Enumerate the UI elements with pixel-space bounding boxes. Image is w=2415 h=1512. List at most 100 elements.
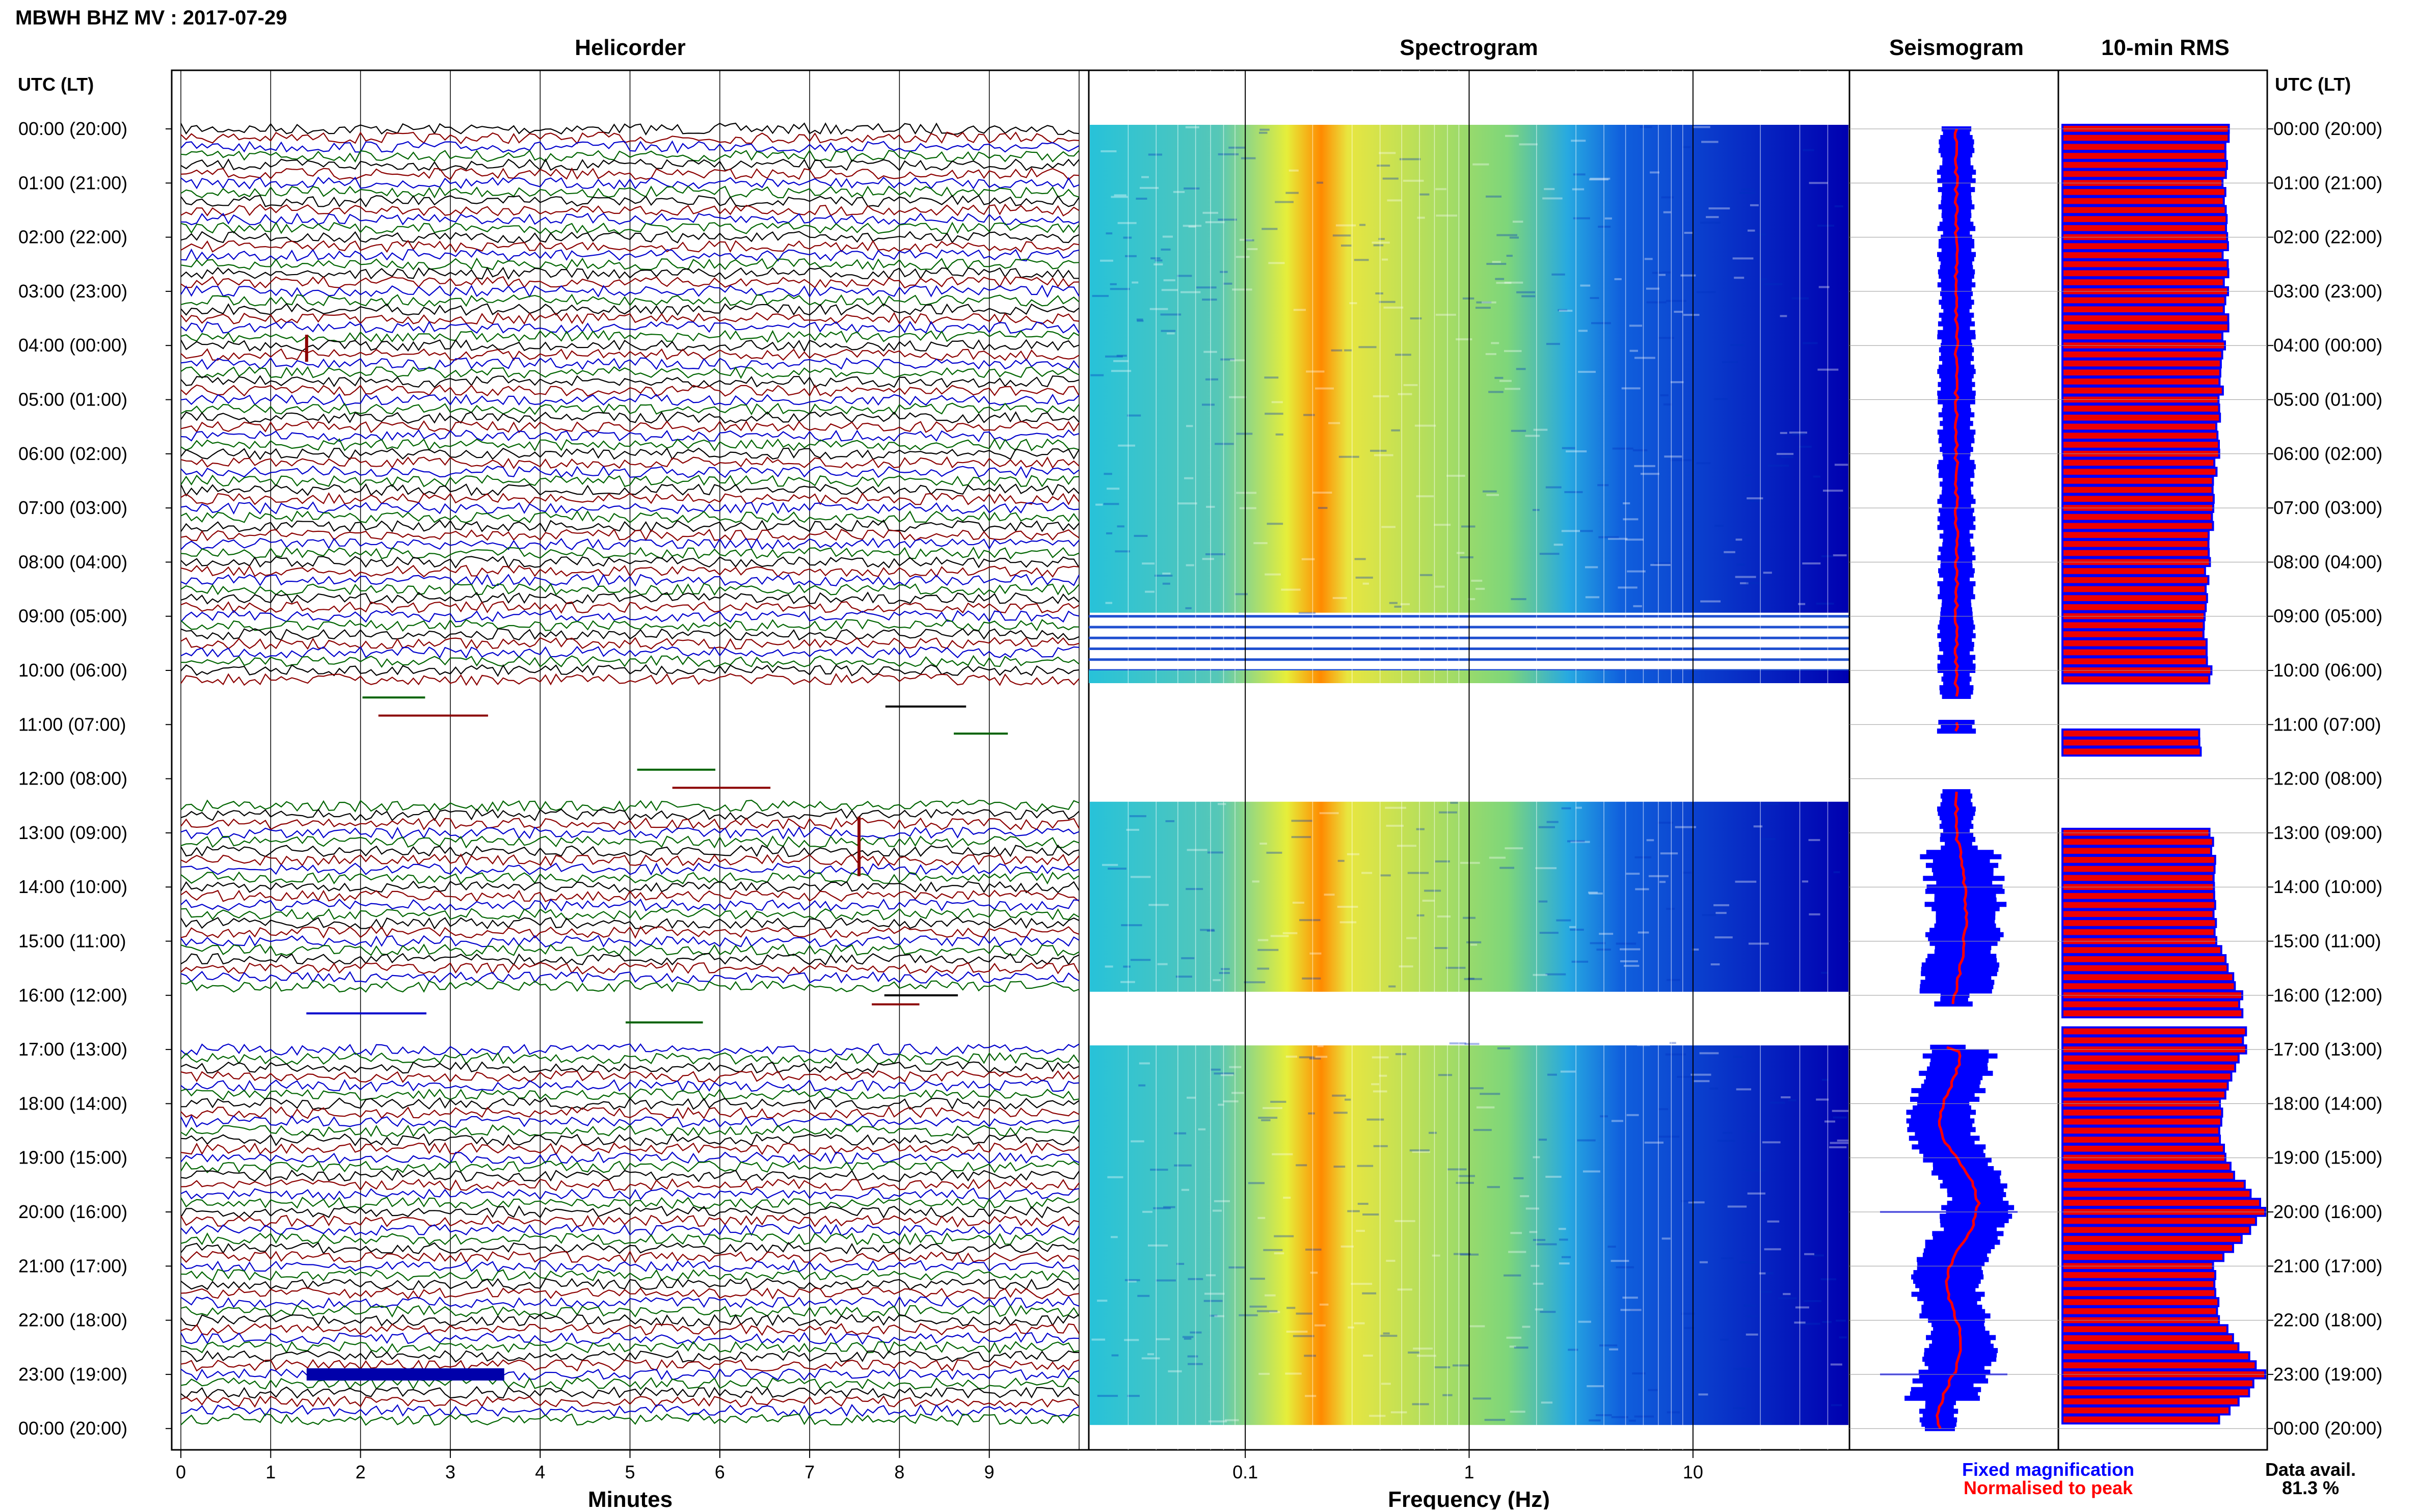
spectrogram-speckle — [1296, 1164, 1307, 1167]
spectrogram-speckle — [1438, 1074, 1453, 1076]
rms-bar — [2061, 241, 2229, 252]
rms-bar — [2061, 1279, 2216, 1289]
spectrogram-speckle — [1702, 914, 1716, 916]
helicorder-trace — [180, 212, 1080, 226]
spectrogram-speckle — [1355, 576, 1373, 579]
spectrogram-speckle — [1286, 1307, 1296, 1309]
spectrogram-speckle — [1546, 343, 1560, 345]
helicorder-x-tick-label: 4 — [535, 1462, 545, 1482]
rms-bar — [2061, 647, 2208, 658]
helicorder-trace — [180, 799, 1080, 813]
spectrogram-speckle — [1589, 892, 1603, 895]
rms-bar — [2061, 963, 2229, 974]
spectrogram-speckle — [1258, 1372, 1270, 1375]
spectrogram-speckle — [1834, 205, 1843, 208]
spectrogram-speckle — [1256, 1310, 1278, 1312]
spectrogram-speckle — [1362, 1292, 1377, 1294]
spectrogram-speckle — [1708, 207, 1730, 210]
helicorder-trace — [180, 366, 1080, 379]
spectrogram-speckle — [1682, 871, 1692, 874]
spectrogram-speckle — [1683, 314, 1700, 316]
rms-bar — [2061, 1405, 2231, 1416]
spectrogram-speckle — [1250, 1278, 1265, 1280]
spectrogram-speckle — [1414, 424, 1436, 427]
time-label-right: 10:00 (06:00) — [2273, 660, 2382, 681]
x-ticks: 0 1 2 3 4 5 6 7 8 9 0.1 1 10 — [176, 1450, 1703, 1482]
spectrogram-speckle — [1131, 1140, 1144, 1143]
spectrogram-speckle — [1658, 1108, 1669, 1111]
spectrogram-speckle — [1291, 836, 1311, 839]
spectrogram-speckle — [1505, 847, 1523, 850]
spectrogram-speckle — [1419, 193, 1430, 196]
spectrogram-speckle — [1139, 186, 1159, 189]
helicorder-trace — [180, 826, 1080, 840]
spectrogram-speckle — [1504, 1274, 1521, 1277]
rms-bar — [2061, 674, 2211, 685]
spectrogram-speckle — [1710, 963, 1720, 966]
spectrogram-speckle — [1715, 912, 1727, 914]
rms-bar — [2061, 548, 2210, 558]
spectrogram-speckle — [1462, 297, 1474, 300]
spectrogram-speckle — [1331, 349, 1343, 352]
spectrogram-speckle — [1733, 1367, 1753, 1370]
rms-bar — [2061, 927, 2216, 937]
spectrogram-speckle — [1735, 576, 1756, 578]
spectrogram-speckle — [1389, 602, 1398, 604]
spectrogram-speckle — [1340, 245, 1352, 247]
spectrogram-speckle — [1681, 1200, 1693, 1202]
spectrogram-speckle — [1373, 1145, 1388, 1147]
spectrogram-speckle — [1407, 872, 1429, 874]
spectrogram-speckle — [1100, 259, 1113, 262]
helicorder-x-tick-label: 7 — [804, 1462, 815, 1482]
spectrogram-speckle — [1397, 1288, 1412, 1291]
spectrogram-speckle — [1377, 165, 1390, 167]
spectrogram-speckle — [1262, 228, 1278, 230]
rms-bar — [2061, 142, 2226, 152]
time-label-right: 21:00 (17:00) — [2273, 1255, 2382, 1276]
spectrogram-speckle — [1257, 949, 1279, 951]
spectrogram-speckle — [1184, 187, 1200, 190]
helicorder-trace — [180, 1314, 1080, 1327]
spectrogram-speckle — [1113, 360, 1129, 362]
spectrogram-speckle — [1357, 1165, 1374, 1167]
rms-bar — [2061, 728, 2201, 739]
time-label-right: 20:00 (16:00) — [2273, 1201, 2382, 1222]
spectrogram-speckle — [1741, 188, 1754, 191]
helicorder-title: Helicorder — [575, 35, 686, 60]
spectrogram-speckle — [1706, 216, 1719, 219]
spectrogram-speckle — [1714, 936, 1733, 939]
rms-bar — [2061, 900, 2216, 910]
spectrogram-speckle — [1218, 803, 1226, 805]
spectrogram-speckle — [1781, 1096, 1791, 1098]
spectrogram-speckle — [1833, 871, 1840, 874]
spectrogram-speckle — [1612, 447, 1633, 450]
spectrogram-speckle — [1511, 598, 1526, 601]
rms-bar — [2061, 855, 2216, 865]
time-label-right: 04:00 (00:00) — [2273, 335, 2382, 356]
spectrogram-speckle — [1516, 291, 1535, 293]
spectrogram-speckle — [1510, 1232, 1522, 1234]
spectrogram-speckle — [1305, 1395, 1317, 1397]
spectrogram-speckle — [1660, 852, 1678, 855]
spectrogram-speckle — [1259, 131, 1268, 134]
spectrogram-speckle — [1670, 459, 1692, 462]
data-avail-label: Data avail. — [2265, 1459, 2356, 1480]
rms-bar — [2061, 430, 2219, 441]
spectrogram-speckle — [1383, 306, 1404, 309]
helicorder-event-2300 — [306, 1368, 504, 1381]
spectrogram-speckle — [1221, 968, 1230, 970]
spectrogram-speckle — [1510, 1411, 1525, 1413]
helicorder-trace — [180, 185, 1080, 199]
seismogram-title: Seismogram — [1889, 35, 2024, 60]
helicorder-trace — [180, 1178, 1080, 1192]
spectrogram-speckle — [1148, 153, 1163, 156]
spectrogram-speckle — [1106, 232, 1113, 235]
helicorder-trace — [180, 158, 1080, 171]
spectrogram-speckle — [1450, 801, 1458, 804]
spectrogram-speckle — [1336, 224, 1356, 227]
spectrogram-speckle — [1553, 544, 1563, 546]
spectrogram-speckle — [1345, 1098, 1351, 1101]
rms-bar — [2061, 836, 2214, 847]
spectrogram-speckle — [1460, 556, 1473, 558]
helicorder-trace — [180, 1241, 1080, 1255]
